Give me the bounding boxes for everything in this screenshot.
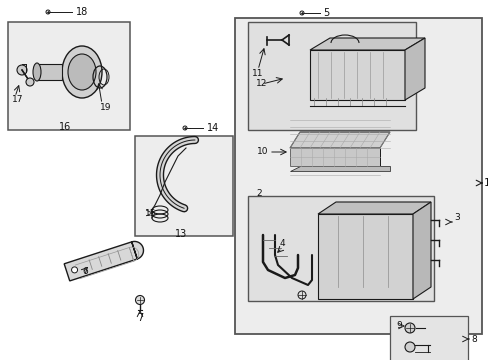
Circle shape — [26, 78, 34, 86]
Text: 7: 7 — [137, 313, 143, 323]
Circle shape — [404, 342, 414, 352]
Circle shape — [46, 10, 50, 14]
Polygon shape — [37, 64, 62, 80]
Text: 12: 12 — [256, 80, 267, 89]
Bar — [247, 196, 433, 301]
Bar — [8, 22, 130, 130]
Bar — [389, 316, 467, 360]
Polygon shape — [404, 38, 424, 100]
Text: 4: 4 — [280, 239, 285, 248]
Circle shape — [183, 126, 186, 130]
Text: 15: 15 — [145, 208, 156, 217]
Text: 3: 3 — [453, 213, 459, 222]
Polygon shape — [289, 132, 389, 148]
Polygon shape — [412, 202, 430, 299]
Polygon shape — [309, 38, 424, 50]
Text: 14: 14 — [206, 123, 219, 133]
Circle shape — [299, 11, 304, 15]
Bar — [135, 136, 232, 236]
Circle shape — [404, 323, 414, 333]
Text: 17: 17 — [12, 95, 23, 104]
Text: 6: 6 — [82, 267, 87, 276]
Text: 19: 19 — [100, 103, 111, 112]
Text: 18: 18 — [76, 7, 88, 17]
Text: 16: 16 — [59, 122, 71, 132]
Bar — [317, 214, 412, 299]
Circle shape — [297, 291, 305, 299]
Text: 5: 5 — [323, 8, 328, 18]
Text: 11: 11 — [251, 68, 263, 77]
Circle shape — [17, 65, 27, 75]
Polygon shape — [317, 202, 430, 214]
Ellipse shape — [33, 63, 41, 81]
Bar — [235, 18, 481, 334]
Bar — [309, 50, 404, 100]
Polygon shape — [289, 166, 389, 171]
Polygon shape — [289, 148, 379, 166]
Text: 1: 1 — [483, 178, 488, 188]
Text: 10: 10 — [257, 148, 268, 157]
Text: 2: 2 — [256, 189, 261, 198]
Circle shape — [135, 296, 144, 305]
Text: 13: 13 — [175, 229, 187, 239]
Polygon shape — [64, 242, 143, 281]
Ellipse shape — [62, 46, 102, 98]
Text: 9: 9 — [395, 320, 401, 329]
Text: 8: 8 — [470, 334, 476, 343]
Bar — [247, 22, 415, 130]
Circle shape — [71, 267, 78, 273]
Ellipse shape — [68, 54, 96, 90]
